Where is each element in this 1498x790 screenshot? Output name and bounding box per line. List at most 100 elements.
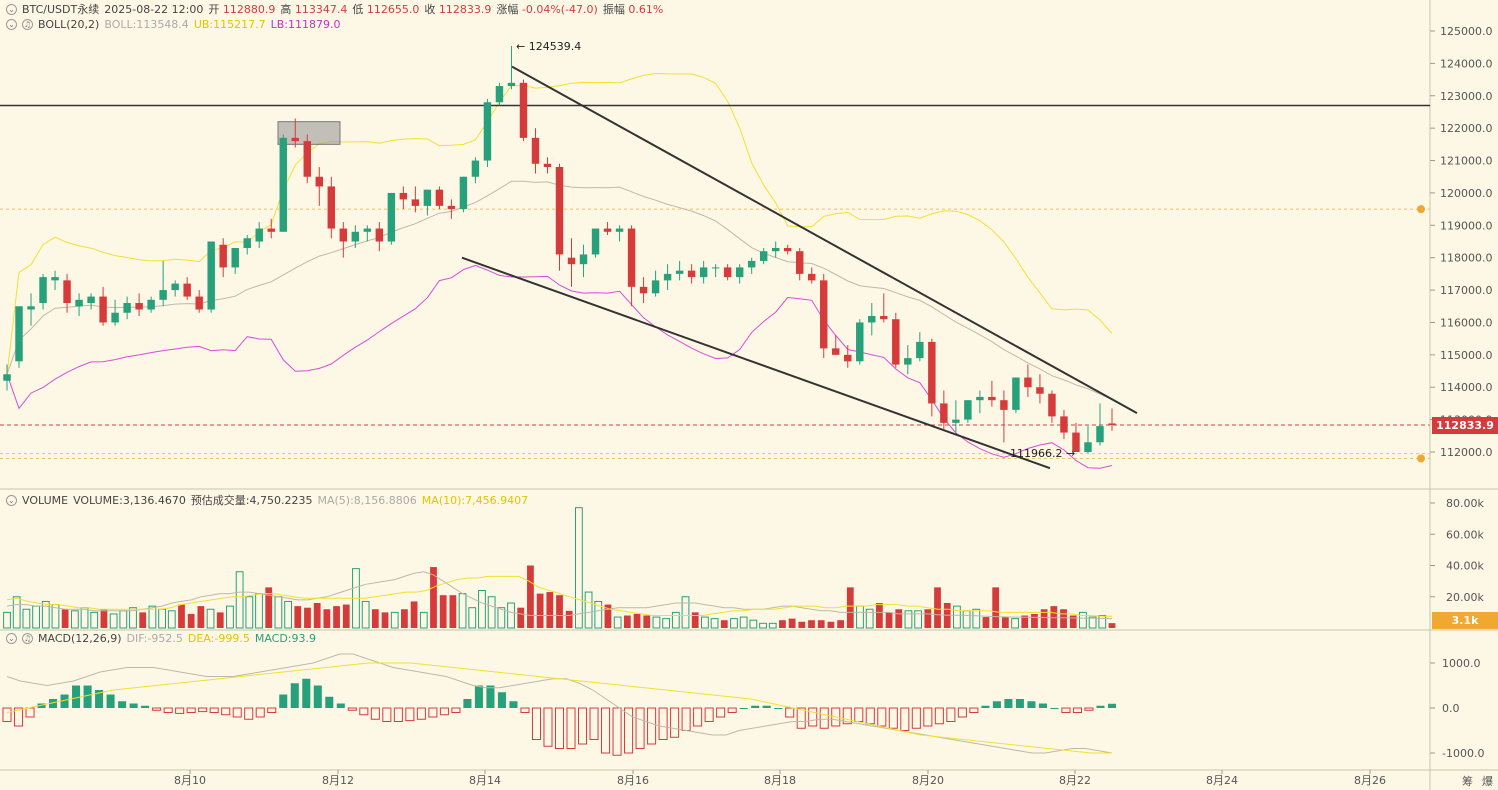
volume-bar <box>779 620 786 628</box>
price-tick-label: 120000.0 <box>1440 187 1493 200</box>
macd-bar <box>531 707 542 740</box>
volume-bar <box>798 621 806 628</box>
boll-ub-value: UB:115217.7 <box>193 18 266 31</box>
volume-bar <box>139 612 147 628</box>
macd-bar <box>1015 699 1024 708</box>
macd-bar <box>566 707 576 749</box>
volume-bar <box>148 605 157 629</box>
collapse-icon[interactable]: ⌄ <box>6 19 17 30</box>
macd-bar <box>255 707 265 718</box>
bell-icon[interactable]: ♫ <box>22 19 33 30</box>
candle-body <box>675 270 684 274</box>
macd-bar <box>175 707 185 714</box>
collapse-icon[interactable]: ⌄ <box>6 633 17 644</box>
candle-body <box>447 205 456 210</box>
candle-body <box>231 247 239 268</box>
macd-bar <box>900 707 910 731</box>
candle-body <box>723 267 732 278</box>
macd-bar <box>911 707 921 729</box>
x-tick-label: 8月14 <box>469 774 501 787</box>
labels: ← 124539.4 111966.2 → <box>516 40 1075 460</box>
macd-bar <box>152 707 162 711</box>
macd-bar <box>279 694 288 708</box>
collapse-icon[interactable]: ⌄ <box>6 494 17 506</box>
volume-bar <box>1079 611 1087 629</box>
candle-body <box>159 290 167 300</box>
macd-histogram <box>2 653 1117 756</box>
collapse-icon[interactable]: ⌄ <box>6 3 17 15</box>
candle-body <box>303 141 311 177</box>
volume-bar <box>962 610 971 629</box>
liquidation-label[interactable]: 爆 <box>1482 775 1493 788</box>
macd-bar <box>451 707 461 713</box>
macd-bar <box>969 707 979 713</box>
macd-bar <box>463 699 472 708</box>
candle-body <box>759 251 768 261</box>
price-tick-label: 122000.0 <box>1440 122 1493 135</box>
macd-bar <box>106 694 115 708</box>
macd-bar <box>877 707 887 727</box>
volume-bar <box>982 617 990 628</box>
volume-bar <box>846 587 854 628</box>
volume-name[interactable]: VOLUME <box>22 493 69 507</box>
candle-body <box>27 306 35 310</box>
volume-bar <box>972 608 981 629</box>
candle-body <box>651 280 660 294</box>
open-label: 开 <box>208 3 220 16</box>
candle-body <box>363 228 372 232</box>
macd-dea-line <box>6 662 1112 754</box>
volume-bar <box>1031 613 1038 628</box>
upper-trendline <box>511 65 1138 415</box>
open-value: 112880.9 <box>222 3 276 16</box>
candle-body <box>543 163 552 168</box>
macd-bar <box>290 683 299 708</box>
volume-bar <box>768 622 777 629</box>
volume-bar <box>216 612 224 628</box>
candle-body <box>399 192 408 200</box>
candle-body <box>711 267 720 269</box>
volume-bar <box>22 608 31 629</box>
candle-body <box>928 341 936 404</box>
volume-bar <box>371 609 379 628</box>
macd-bar <box>428 707 438 718</box>
volume-value: VOLUME:3,136.4670 <box>73 493 186 507</box>
highlight-box <box>277 121 341 145</box>
macd-bar <box>118 701 127 708</box>
candle-body <box>87 296 95 304</box>
price-tick-label: 124000.0 <box>1440 57 1493 70</box>
low-marker-label: 111966.2 → <box>1010 447 1075 460</box>
boll-name[interactable]: BOLL(20,2) <box>38 18 100 31</box>
volume-bar <box>953 605 961 629</box>
macd-bar <box>336 703 345 708</box>
change-value: -0.04%(-47.0) <box>521 3 598 16</box>
macd-bar <box>888 707 898 729</box>
price-tick-label: 123000.0 <box>1440 90 1493 103</box>
bell-icon[interactable]: ♫ <box>22 633 33 644</box>
candle-body <box>267 228 275 232</box>
volume-bar <box>817 620 825 628</box>
volume-bar <box>837 620 844 628</box>
candle-body <box>988 396 996 401</box>
volume-bar <box>1001 617 1009 628</box>
macd-bar <box>946 707 956 722</box>
low-label: 低 <box>352 3 364 16</box>
candle-body <box>783 247 792 252</box>
volume-tick-label: 60.00k <box>1446 528 1484 541</box>
chips-label[interactable]: 筹 <box>1462 775 1473 788</box>
volume-bar <box>643 615 651 628</box>
current-price-tag: 112833.9 <box>1432 417 1498 434</box>
candle-body <box>1036 387 1044 394</box>
volume-bar <box>1088 616 1097 629</box>
candle-body <box>15 306 23 362</box>
volume-bar <box>245 596 254 629</box>
macd-name[interactable]: MACD(12,26,9) <box>38 632 122 645</box>
macd-bar <box>267 707 277 713</box>
macd-tick-label: 0.0 <box>1442 702 1460 715</box>
volume-bar <box>808 620 815 628</box>
volume-bar <box>671 611 680 629</box>
candle-body <box>423 189 432 206</box>
volume-bar <box>439 595 447 628</box>
candle-body <box>279 137 287 232</box>
macd-bar <box>601 707 611 754</box>
